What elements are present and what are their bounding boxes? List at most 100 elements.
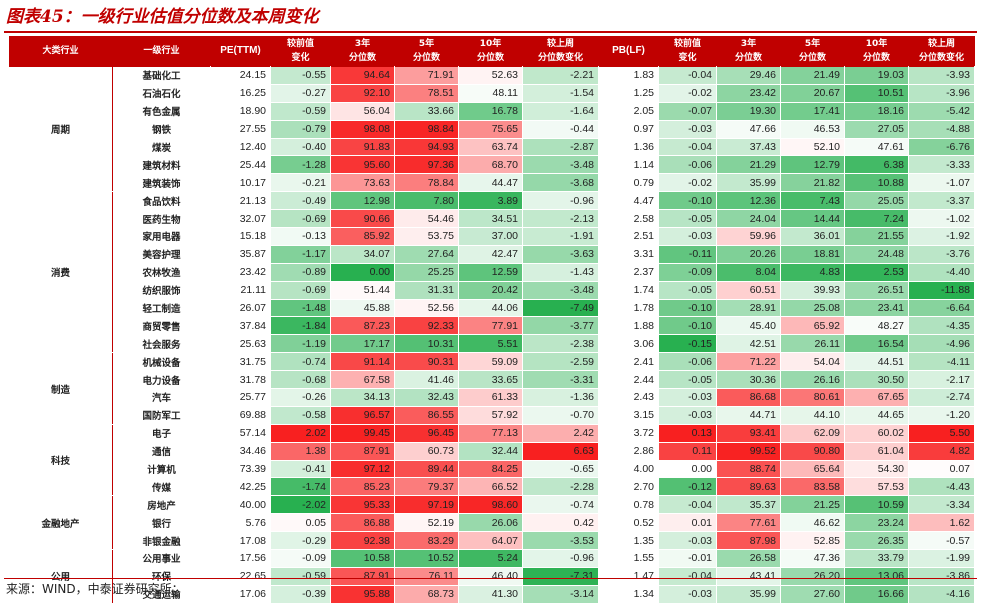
value-cell: 25.77 — [210, 388, 271, 407]
value-cell: 0.11 — [658, 441, 717, 461]
value-cell: -0.03 — [658, 584, 717, 604]
value-cell: 26.35 — [844, 531, 909, 551]
value-cell: 1.78 — [598, 298, 659, 318]
value-cell: 90.66 — [330, 209, 395, 229]
value-cell: -0.05 — [658, 370, 717, 390]
value-cell: 2.53 — [844, 262, 909, 282]
industry-cell: 医药生物 — [112, 209, 211, 229]
value-cell: -1.43 — [522, 262, 599, 282]
value-cell: -0.58 — [270, 405, 331, 425]
value-cell: -1.36 — [522, 388, 599, 407]
value-cell: 65.64 — [780, 459, 845, 479]
value-cell: 15.18 — [210, 227, 271, 246]
industry-cell: 房地产 — [112, 495, 211, 515]
value-cell: 26.07 — [210, 298, 271, 318]
table-row: 制造 机械设备 31.75 -0.74 91.14 90.31 59.09 -2.59 2.41… — [8, 352, 975, 425]
value-cell: 18.16 — [844, 101, 909, 121]
value-cell: 31.31 — [394, 280, 459, 300]
value-cell: 86.55 — [394, 405, 459, 425]
value-cell: 6.63 — [522, 441, 599, 461]
value-cell: 93.41 — [716, 423, 781, 443]
column-header: 一级行业 — [112, 36, 211, 67]
value-cell: 47.36 — [780, 549, 845, 568]
column-header: 10年 分位数 — [844, 36, 909, 67]
table-row: 计算机 73.39 -0.41 97.12 89.44 84.25 -0.65 4.00 0.0… — [9, 459, 975, 479]
value-cell: 92.33 — [394, 316, 459, 336]
value-cell: -0.57 — [908, 531, 975, 551]
value-cell: 60.51 — [716, 280, 781, 300]
value-cell: 59.96 — [716, 227, 781, 246]
value-cell: -11.88 — [908, 280, 975, 300]
industry-cell: 纺织服饰 — [112, 280, 211, 300]
value-cell: -0.44 — [522, 119, 599, 139]
value-cell: 1.25 — [598, 83, 659, 103]
value-cell: 23.24 — [844, 513, 909, 533]
value-cell: 0.07 — [908, 459, 975, 479]
value-cell: -0.59 — [270, 101, 331, 121]
industry-cell: 石油石化 — [112, 83, 211, 103]
table-row: 科技 电子 57.14 2.02 99.45 96.45 77.13 2.42 3.72 0.13… — [8, 423, 975, 497]
value-cell: 19.03 — [844, 66, 909, 85]
value-cell: 31.75 — [210, 352, 271, 372]
column-header: 10年 分位数 — [458, 36, 523, 67]
value-cell: 31.78 — [210, 370, 271, 390]
value-cell: -3.14 — [522, 584, 599, 604]
value-cell: -0.10 — [658, 298, 717, 318]
value-cell: -1.64 — [522, 101, 599, 121]
value-cell: 48.11 — [458, 83, 523, 103]
value-cell: 52.10 — [780, 137, 845, 157]
value-cell: 91.83 — [330, 137, 395, 157]
industry-cell: 建筑材料 — [112, 155, 211, 175]
value-cell: -0.05 — [658, 280, 717, 300]
value-cell: 33.79 — [844, 549, 909, 568]
table-row: 传媒 42.25 -1.74 85.23 79.37 66.52 -2.28 2.70 -0.1… — [9, 477, 975, 497]
value-cell: 2.86 — [598, 441, 659, 461]
value-cell: 44.10 — [780, 405, 845, 425]
value-cell: 30.36 — [716, 370, 781, 390]
table-row: 通信 34.46 1.38 87.91 60.73 32.44 6.63 2.86 0.11 99… — [9, 441, 975, 461]
value-cell: 46.62 — [780, 513, 845, 533]
value-cell: -6.76 — [908, 137, 975, 157]
industry-cell: 商贸零售 — [112, 316, 211, 336]
value-cell: 60.73 — [394, 441, 459, 461]
value-cell: 12.40 — [210, 137, 271, 157]
value-cell: 86.68 — [716, 388, 781, 407]
value-cell: 0.52 — [598, 513, 659, 533]
industry-cell: 食品饮料 — [112, 191, 211, 211]
value-cell: 54.04 — [780, 352, 845, 372]
value-cell: 37.84 — [210, 316, 271, 336]
value-cell: 27.55 — [210, 119, 271, 139]
value-cell: 25.44 — [210, 155, 271, 175]
value-cell: 13.06 — [844, 566, 909, 586]
source-note: 来源：WIND，中泰证券研究所； — [6, 582, 184, 596]
value-cell: 1.47 — [598, 566, 659, 586]
value-cell: -4.16 — [908, 584, 975, 604]
value-cell: 95.33 — [330, 495, 395, 515]
value-cell: -3.33 — [908, 155, 975, 175]
value-cell: 75.65 — [458, 119, 523, 139]
column-header: 大类行业 — [8, 36, 113, 67]
value-cell: 26.58 — [716, 549, 781, 568]
value-cell: -0.04 — [658, 566, 717, 586]
value-cell: 5.51 — [458, 334, 523, 354]
value-cell: -0.04 — [658, 137, 717, 157]
table-row: 周期 基础化工 24.15 -0.55 94.64 71.91 52.63 -2.21 1.83… — [8, 65, 975, 193]
value-cell: -0.03 — [658, 227, 717, 246]
value-cell: -3.77 — [522, 316, 599, 336]
value-cell: -7.31 — [522, 566, 599, 586]
value-cell: 10.59 — [844, 495, 909, 515]
value-cell: -0.12 — [658, 477, 717, 497]
value-cell: 86.88 — [330, 513, 395, 533]
value-cell: 19.30 — [716, 101, 781, 121]
value-cell: 32.07 — [210, 209, 271, 229]
value-cell: -1.92 — [908, 227, 975, 246]
value-cell: 44.06 — [458, 298, 523, 318]
value-cell: 1.14 — [598, 155, 659, 175]
value-cell: -0.04 — [658, 495, 717, 515]
value-cell: 26.51 — [844, 280, 909, 300]
value-cell: -1.84 — [270, 316, 331, 336]
value-cell: 43.41 — [716, 566, 781, 586]
value-cell: 17.06 — [210, 584, 271, 604]
value-cell: 77.61 — [716, 513, 781, 533]
value-cell: 52.56 — [394, 298, 459, 318]
